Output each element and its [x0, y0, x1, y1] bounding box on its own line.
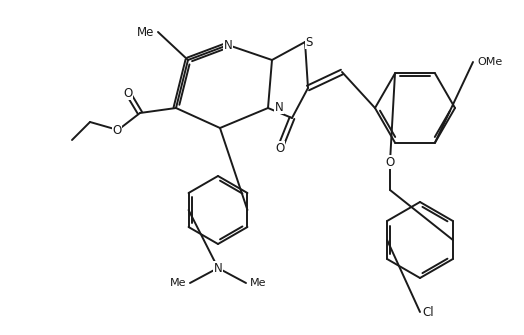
Text: N: N	[275, 100, 284, 114]
Text: O: O	[385, 155, 395, 169]
Text: N: N	[214, 262, 222, 274]
Text: O: O	[276, 141, 285, 154]
Text: OMe: OMe	[477, 57, 502, 67]
Text: S: S	[305, 36, 313, 49]
Text: Cl: Cl	[422, 306, 434, 319]
Text: Me: Me	[169, 278, 186, 288]
Text: Me: Me	[137, 25, 154, 39]
Text: N: N	[224, 39, 232, 52]
Text: O: O	[112, 124, 122, 136]
Text: O: O	[123, 86, 133, 99]
Text: Me: Me	[250, 278, 267, 288]
